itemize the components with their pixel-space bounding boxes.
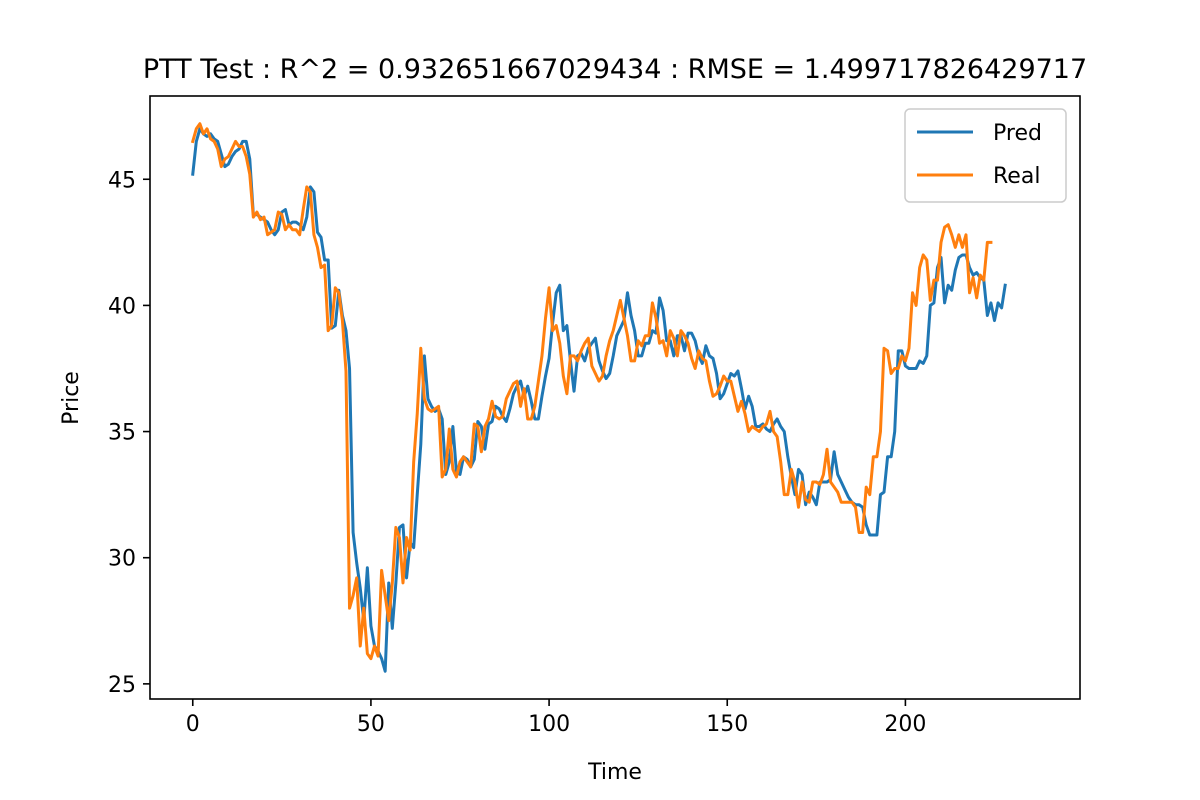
y-axis-label: Price [59,371,84,425]
series-layer [190,122,1007,673]
y-tick-label: 45 [108,168,136,193]
series-line-pred [191,127,1007,673]
x-tick-label: 0 [186,712,200,737]
x-axis-ticks: 0 50 100 150 200 [186,699,926,737]
legend: Pred Real [904,108,1067,203]
y-tick-label: 25 [108,673,136,698]
x-tick-label: 200 [884,712,926,737]
y-tick-label: 40 [108,294,136,319]
y-tick-label: 30 [108,547,136,572]
series-line-real [190,122,993,661]
legend-label-real: Real [993,164,1040,189]
x-tick-label: 50 [357,712,385,737]
chart-title: PTT Test : R^2 = 0.932651667029434 : RMS… [143,54,1087,85]
legend-label-pred: Pred [993,121,1042,146]
y-tick-label: 35 [108,421,136,446]
x-axis-label: Time [587,760,642,785]
x-tick-label: 150 [706,712,748,737]
x-tick-label: 100 [528,712,570,737]
y-axis-ticks: 25 30 35 40 45 [108,168,150,698]
